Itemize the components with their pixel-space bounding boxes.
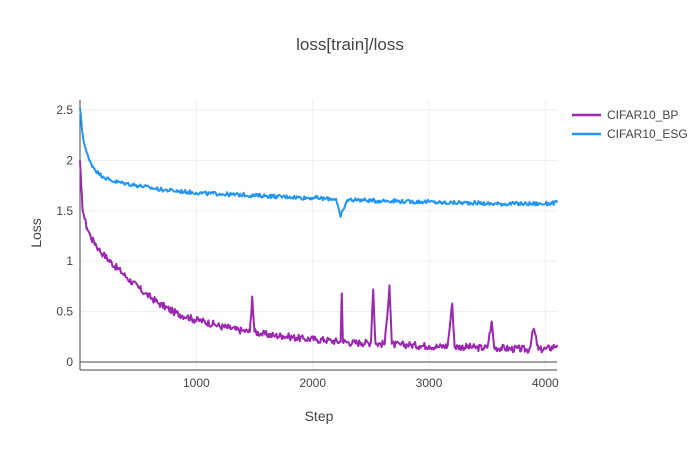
series-line-cifar10-bp xyxy=(79,160,558,354)
y-tick-label: 1.5 xyxy=(56,204,73,218)
y-tick-label: 2 xyxy=(66,153,73,167)
legend-item-cifar10-esg[interactable]: CIFAR10_ESG xyxy=(572,127,688,141)
legend-label-cifar10-esg: CIFAR10_ESG xyxy=(607,127,688,141)
series-line-cifar10-esg xyxy=(79,107,558,218)
y-tick-label: 2.5 xyxy=(56,103,73,117)
x-tick-label: 1000 xyxy=(183,376,210,390)
y-tick-label: 0.5 xyxy=(56,305,73,319)
axes xyxy=(79,100,557,371)
grid xyxy=(80,100,557,370)
x-axis-title: Step xyxy=(305,408,334,424)
series-layer xyxy=(79,107,558,354)
y-tick-label: 0 xyxy=(66,355,73,369)
y-axis-title: Loss xyxy=(28,218,44,248)
x-tick-label: 3000 xyxy=(416,376,443,390)
x-tick-label: 2000 xyxy=(299,376,326,390)
legend-label-cifar10-bp: CIFAR10_BP xyxy=(607,108,678,122)
chart-title: loss[train]/loss xyxy=(296,35,404,54)
legend-item-cifar10-bp[interactable]: CIFAR10_BP xyxy=(572,108,678,122)
legend[interactable]: CIFAR10_BP CIFAR10_ESG xyxy=(572,108,688,141)
tick-labels: 1000 2000 3000 4000 0 0.5 1 1.5 2 2.5 xyxy=(56,103,559,390)
x-tick-label: 4000 xyxy=(532,376,559,390)
y-tick-label: 1 xyxy=(66,254,73,268)
